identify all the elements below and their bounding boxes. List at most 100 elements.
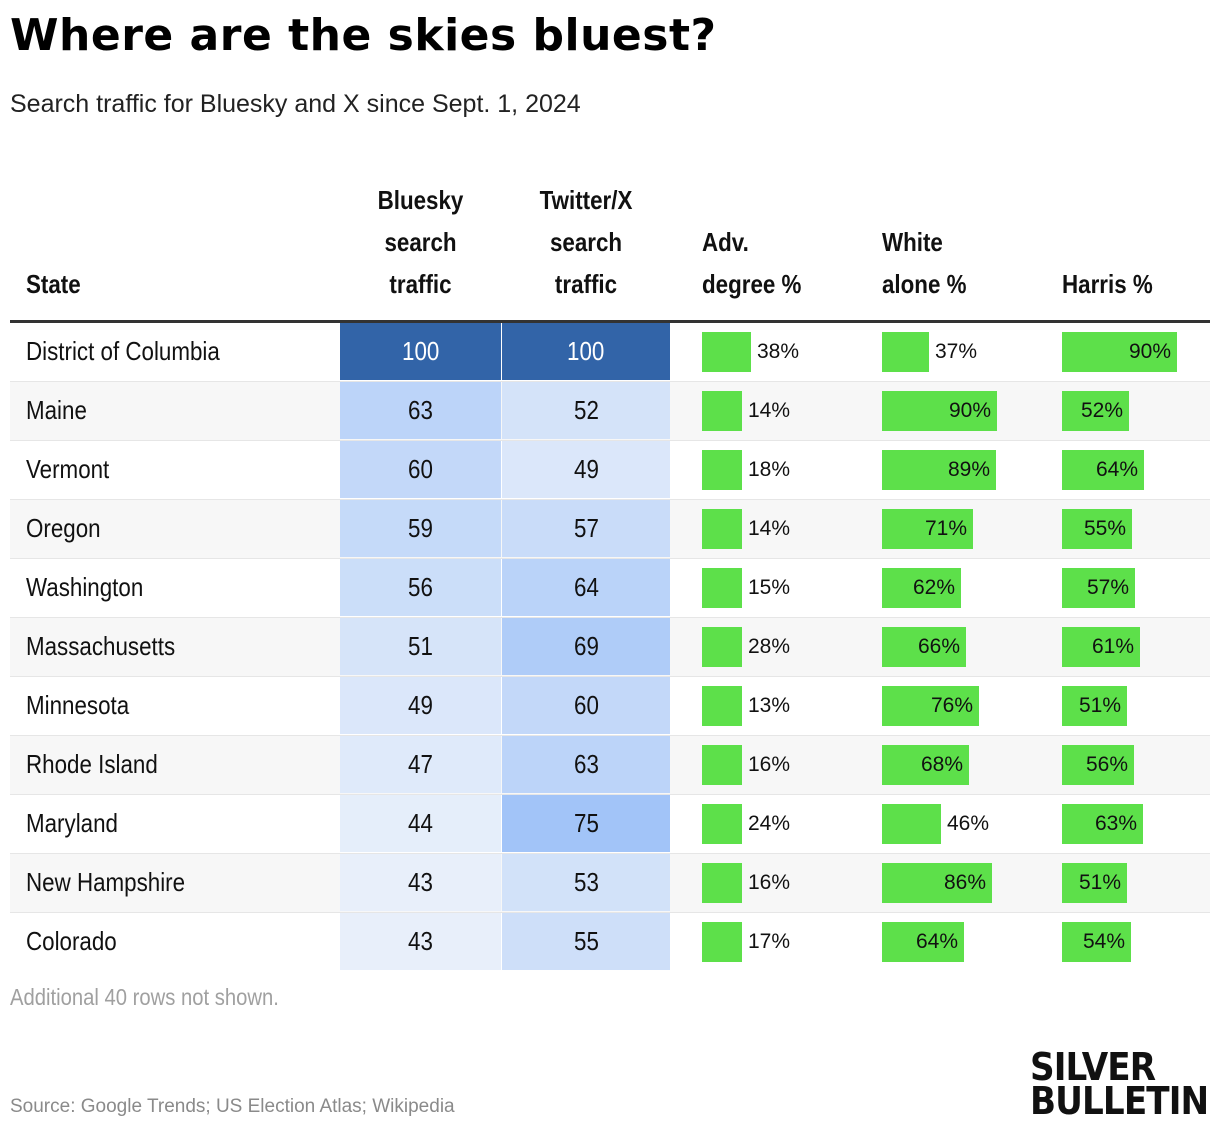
state-name: Oregon bbox=[26, 513, 101, 543]
harris-bar-label: 51% bbox=[1078, 694, 1121, 717]
twitter-traffic-cell: 100 bbox=[502, 323, 670, 380]
bluesky-traffic-cell: 44 bbox=[340, 795, 501, 852]
state-name: Washington bbox=[26, 572, 144, 602]
white-alone-bar-cell: 76% bbox=[882, 686, 1010, 726]
header-bluesky: Bluesky search traffic bbox=[351, 179, 489, 305]
white-alone-bar-cell: 46% bbox=[882, 804, 1010, 844]
twitter-traffic-cell-value: 100 bbox=[567, 336, 605, 366]
state-name: Maine bbox=[26, 395, 87, 425]
harris-bar bbox=[1062, 568, 1135, 608]
source-note: Source: Google Trends; US Election Atlas… bbox=[10, 1096, 455, 1117]
harris-bar-cell: 57% bbox=[1062, 568, 1190, 608]
header-twitter: Twitter/X search traffic bbox=[514, 179, 658, 305]
adv-degree-bar-label: 38% bbox=[757, 340, 800, 363]
bluesky-traffic-cell: 56 bbox=[340, 559, 501, 616]
twitter-traffic-cell: 49 bbox=[502, 441, 670, 498]
header-bluesky-line-1: Bluesky bbox=[377, 185, 464, 215]
white-alone-bar-label: 62% bbox=[912, 576, 955, 599]
bluesky-traffic-cell-value: 51 bbox=[408, 631, 433, 661]
white-alone-bar-label: 64% bbox=[915, 930, 958, 953]
white-alone-bar bbox=[882, 509, 973, 549]
bluesky-traffic-cell: 43 bbox=[340, 854, 501, 911]
state-name: Vermont bbox=[26, 454, 110, 484]
harris-bar-label: 64% bbox=[1095, 458, 1138, 481]
harris-bar-cell: 51% bbox=[1062, 686, 1190, 726]
white-alone-bar-label: 90% bbox=[948, 399, 991, 422]
table-row: Colorado 43 55 17% 64% 54% bbox=[10, 913, 1210, 971]
table-row: Maryland 44 75 24% 46% 63% bbox=[10, 795, 1210, 854]
table-row: Washington 56 64 15% 62% 57% bbox=[10, 559, 1210, 618]
harris-bar-cell: 56% bbox=[1062, 745, 1190, 785]
table-row: New Hampshire 43 53 16% 86% 51% bbox=[10, 854, 1210, 913]
harris-bar bbox=[1062, 627, 1140, 667]
state-name: Massachusetts bbox=[26, 631, 176, 661]
table-row: Maine 63 52 14% 90% 52% bbox=[10, 382, 1210, 441]
twitter-traffic-cell: 69 bbox=[502, 618, 670, 675]
table-row: Rhode Island 47 63 16% 68% 56% bbox=[10, 736, 1210, 795]
twitter-traffic-cell-value: 63 bbox=[573, 749, 599, 779]
bluesky-traffic-cell-value: 47 bbox=[408, 749, 433, 779]
bluesky-traffic-cell-value: 56 bbox=[408, 572, 433, 602]
adv-degree-bar-cell: 16% bbox=[702, 863, 830, 903]
adv-degree-bar bbox=[702, 627, 742, 667]
harris-bar bbox=[1062, 686, 1127, 726]
adv-degree-bar-label: 14% bbox=[748, 517, 791, 540]
logo-line-1: SILVER bbox=[1030, 1045, 1156, 1089]
adv-degree-bar bbox=[702, 391, 742, 431]
white-alone-bar-label: 68% bbox=[920, 753, 963, 776]
adv-degree-bar bbox=[702, 745, 742, 785]
harris-bar-cell: 90% bbox=[1062, 332, 1190, 372]
white-alone-bar-label: 76% bbox=[930, 694, 973, 717]
white-alone-bar bbox=[882, 804, 941, 844]
header-rule bbox=[10, 320, 1210, 323]
twitter-traffic-cell-value: 49 bbox=[573, 454, 599, 484]
harris-bar-cell: 51% bbox=[1062, 863, 1190, 903]
state-name: New Hampshire bbox=[26, 867, 186, 897]
bluesky-traffic-cell-value: 44 bbox=[408, 808, 433, 838]
white-alone-bar-cell: 37% bbox=[882, 332, 1010, 372]
harris-bar bbox=[1062, 509, 1132, 549]
rows-not-shown-note: Additional 40 rows not shown. bbox=[10, 984, 279, 1010]
adv-degree-bar-cell: 13% bbox=[702, 686, 830, 726]
white-alone-bar-label: 37% bbox=[935, 340, 978, 363]
adv-degree-bar bbox=[702, 922, 742, 962]
twitter-traffic-cell: 64 bbox=[502, 559, 670, 616]
header-white-line-1: White bbox=[882, 227, 943, 257]
harris-bar-label: 56% bbox=[1085, 753, 1128, 776]
header-adv-line-2: degree % bbox=[702, 269, 802, 299]
bluesky-traffic-cell: 47 bbox=[340, 736, 501, 793]
header-bluesky-line-2: search bbox=[384, 227, 457, 257]
adv-degree-bar bbox=[702, 804, 742, 844]
white-alone-bar bbox=[882, 922, 964, 962]
white-alone-bar bbox=[882, 627, 966, 667]
header-white-alone: White alone % bbox=[882, 221, 966, 305]
bluesky-traffic-cell-value: 63 bbox=[408, 395, 433, 425]
adv-degree-bar-label: 24% bbox=[748, 812, 791, 835]
white-alone-bar-label: 66% bbox=[917, 635, 960, 658]
chart-subtitle: Search traffic for Bluesky and X since S… bbox=[10, 90, 581, 118]
bluesky-traffic-cell-value: 59 bbox=[408, 513, 433, 543]
adv-degree-bar-cell: 17% bbox=[702, 922, 830, 962]
chart-title: Where are the skies bluest? bbox=[10, 10, 717, 61]
twitter-traffic-cell-value: 69 bbox=[573, 631, 599, 661]
adv-degree-bar-cell: 14% bbox=[702, 509, 830, 549]
twitter-traffic-cell: 75 bbox=[502, 795, 670, 852]
table-row: Massachusetts 51 69 28% 66% 61% bbox=[10, 618, 1210, 677]
white-alone-bar bbox=[882, 863, 992, 903]
white-alone-bar-cell: 86% bbox=[882, 863, 1010, 903]
adv-degree-bar-cell: 16% bbox=[702, 745, 830, 785]
twitter-traffic-cell-value: 64 bbox=[573, 572, 599, 602]
harris-bar-cell: 63% bbox=[1062, 804, 1190, 844]
white-alone-bar-label: 71% bbox=[924, 517, 967, 540]
adv-degree-bar-cell: 24% bbox=[702, 804, 830, 844]
state-name: Rhode Island bbox=[26, 749, 158, 779]
header-adv-line-1: Adv. bbox=[702, 227, 749, 257]
bluesky-traffic-cell: 49 bbox=[340, 677, 501, 734]
twitter-traffic-cell-value: 57 bbox=[573, 513, 599, 543]
table-row: District of Columbia 100 100 38% 37% 90% bbox=[10, 323, 1210, 382]
bluesky-traffic-cell: 59 bbox=[340, 500, 501, 557]
twitter-traffic-cell-value: 60 bbox=[573, 690, 599, 720]
adv-degree-bar-label: 17% bbox=[748, 930, 791, 953]
adv-degree-bar bbox=[702, 332, 751, 372]
bluesky-traffic-cell: 60 bbox=[340, 441, 501, 498]
